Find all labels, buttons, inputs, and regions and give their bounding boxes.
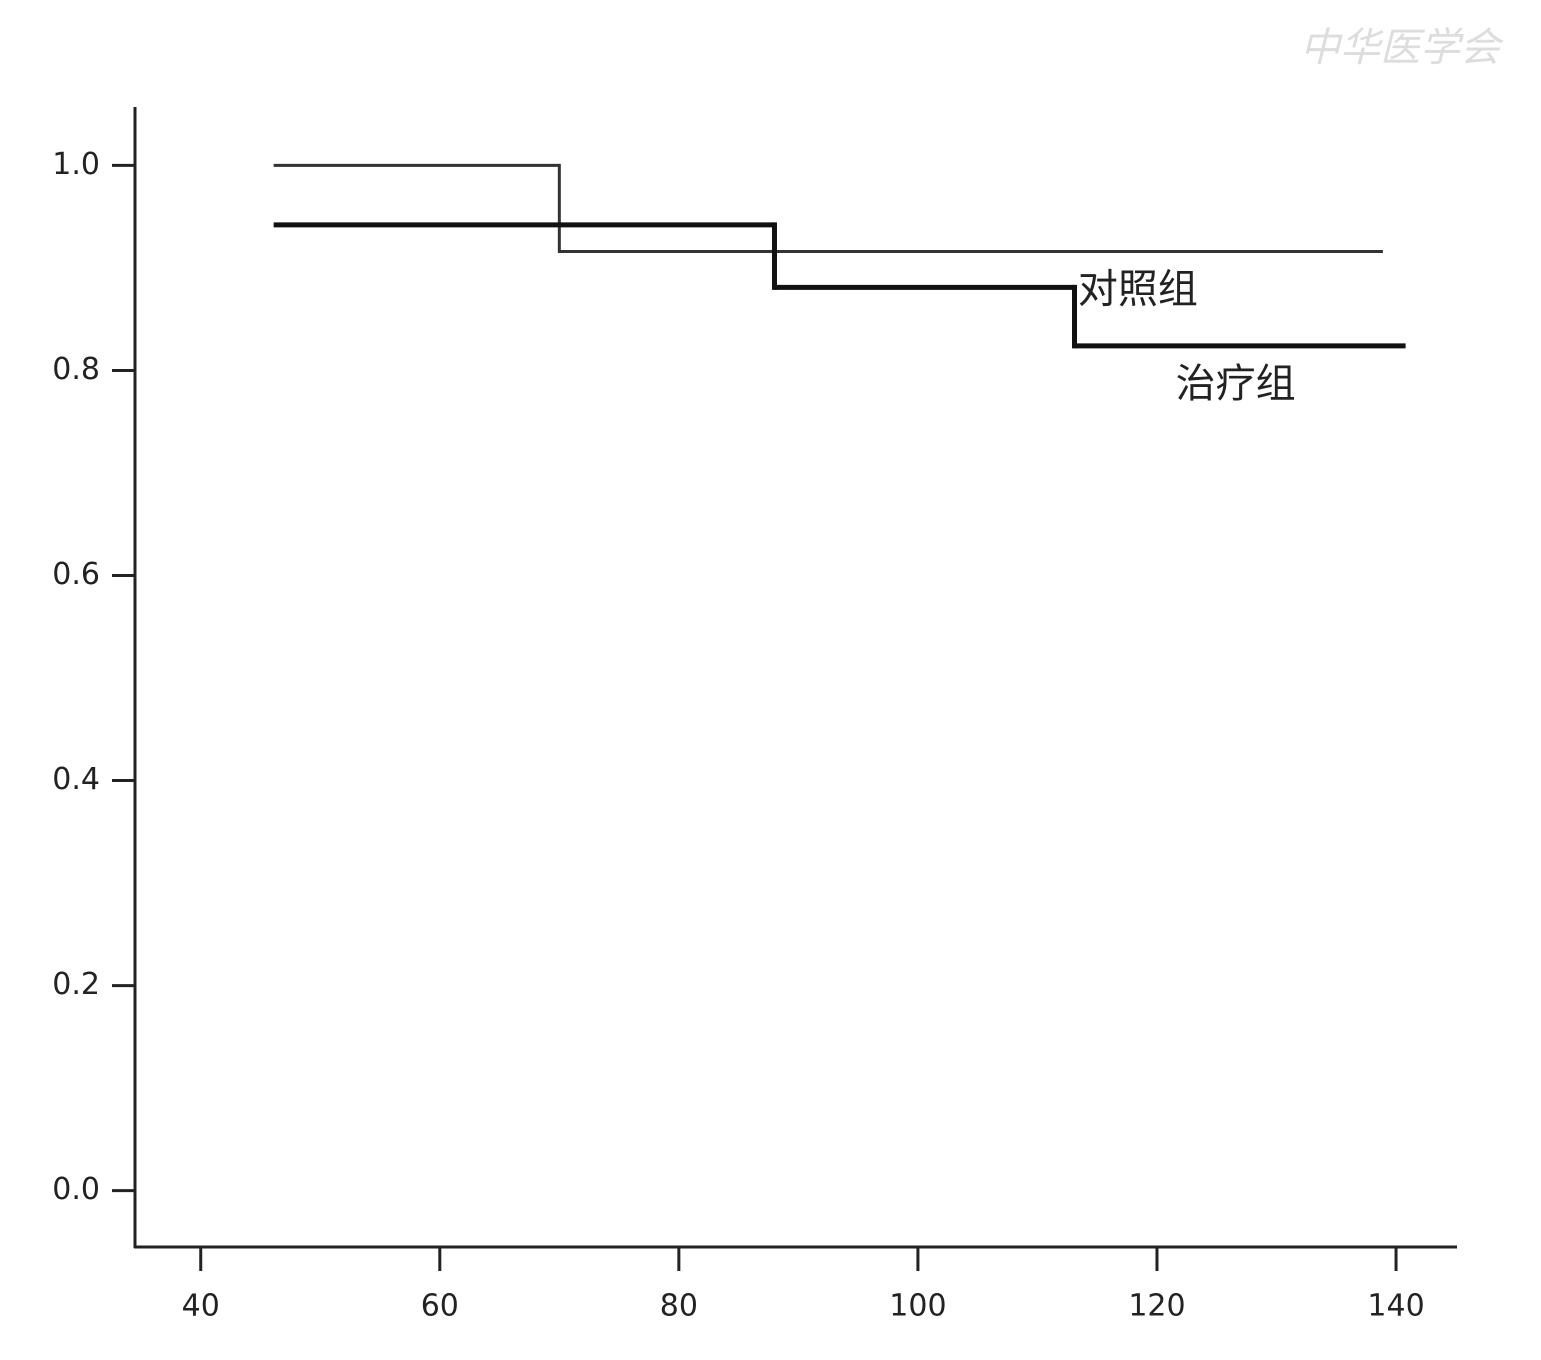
x-tick-label: 140 — [1367, 1289, 1424, 1324]
watermark: 中华医学会 — [1300, 25, 1504, 71]
x-tick-label: 40 — [182, 1289, 220, 1324]
y-tick-label: 1.0 — [52, 147, 100, 182]
x-tick-label: 60 — [421, 1289, 459, 1324]
y-tick-label: 0.6 — [52, 557, 100, 592]
x-tick-label: 80 — [660, 1289, 698, 1324]
y-tick-label: 0.8 — [52, 352, 100, 387]
y-tick-label: 0.2 — [52, 967, 100, 1002]
x-tick-label: 100 — [889, 1289, 946, 1324]
series-label: 对照组 — [1078, 267, 1198, 313]
y-tick-label: 0.0 — [52, 1172, 100, 1207]
x-tick-label: 120 — [1128, 1289, 1185, 1324]
y-tick-label: 0.4 — [52, 762, 100, 797]
series-label: 治疗组 — [1176, 361, 1296, 407]
